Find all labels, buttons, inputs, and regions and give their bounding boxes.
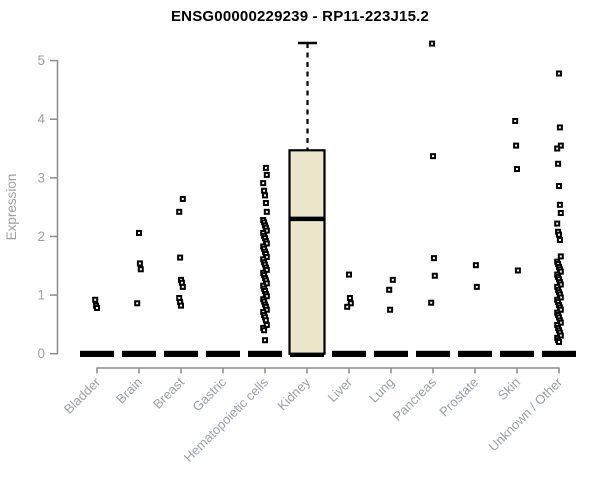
x-category-label: Prostate (436, 375, 481, 420)
data-point (473, 283, 480, 290)
data-point (179, 283, 186, 290)
data-point (344, 303, 351, 310)
data-point (262, 164, 269, 171)
data-point (554, 220, 561, 227)
data-point (386, 286, 393, 293)
y-tick-label: 1 (37, 288, 45, 303)
data-point (557, 253, 564, 260)
data-point (347, 300, 354, 307)
data-point (514, 267, 521, 274)
data-point (428, 299, 435, 306)
data-point (177, 254, 184, 261)
data-point (178, 302, 184, 309)
data-point (472, 262, 479, 269)
y-tick-label: 0 (37, 346, 45, 361)
data-point (176, 208, 183, 215)
y-tick-label: 2 (37, 229, 45, 244)
data-point (431, 272, 438, 279)
data-point (261, 187, 268, 194)
data-point (262, 200, 269, 207)
data-point (262, 337, 268, 344)
data-point (136, 229, 142, 236)
data-point (556, 201, 563, 208)
zero-expression-bar (80, 350, 114, 357)
data-point (260, 180, 267, 187)
data-point (389, 276, 396, 283)
data-point (179, 195, 186, 202)
data-point (262, 192, 268, 199)
data-point (556, 124, 563, 131)
data-point (556, 183, 562, 190)
x-category-label: Kidney (274, 374, 313, 413)
x-category-label: Brain (113, 375, 145, 407)
zero-expression-bar (542, 350, 576, 357)
data-point (137, 266, 144, 273)
zero-expression-bar (500, 350, 534, 357)
data-point (263, 208, 270, 215)
data-point (387, 306, 394, 313)
chart-title: ENSG00000229239 - RP11-223J15.2 (170, 8, 430, 25)
x-category-label: Liver (325, 374, 356, 405)
data-point (430, 153, 436, 160)
data-point (263, 171, 270, 178)
data-point (136, 260, 143, 267)
box-body (288, 149, 326, 355)
data-point (346, 271, 352, 278)
x-category-label: Bladder (61, 374, 104, 417)
x-category-label: Breast (150, 374, 187, 411)
x-category-label: Skin (495, 375, 523, 403)
data-point (261, 327, 268, 334)
data-point (554, 145, 561, 152)
zero-expression-bar (458, 350, 492, 357)
zero-expression-bar (332, 350, 366, 357)
data-point (556, 338, 562, 345)
data-point (513, 142, 520, 149)
x-category-label: Pancreas (390, 374, 440, 424)
data-point (514, 166, 520, 173)
y-tick-label: 4 (37, 112, 45, 127)
zero-expression-bar (416, 350, 450, 357)
zero-expression-bar (206, 350, 240, 357)
zero-expression-bar (122, 350, 156, 357)
x-category-label: Lung (366, 375, 397, 406)
data-point (556, 231, 562, 238)
x-category-label: Unknown / Other (486, 374, 566, 454)
y-axis-title: Expression (4, 174, 19, 241)
zero-expression-bar (374, 350, 408, 357)
data-point (346, 295, 353, 302)
data-point (556, 236, 563, 243)
data-point (512, 117, 519, 124)
data-point (555, 160, 562, 167)
x-category-label: Gastric (189, 374, 229, 414)
zero-expression-bar (248, 350, 282, 357)
data-point (430, 255, 437, 262)
data-point (94, 304, 100, 311)
y-tick-label: 3 (37, 170, 45, 185)
y-tick-label: 5 (37, 53, 45, 68)
data-point (429, 40, 436, 47)
zero-expression-bar (164, 350, 198, 357)
data-point (134, 300, 141, 307)
data-point (557, 210, 564, 217)
data-point (556, 70, 562, 77)
data-point (262, 317, 269, 324)
data-point (92, 296, 99, 303)
